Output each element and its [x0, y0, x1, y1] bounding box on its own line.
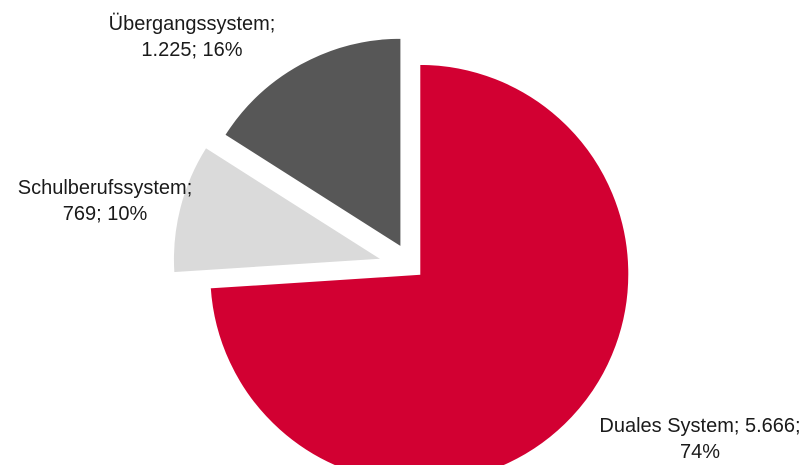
pie-slices	[171, 36, 631, 465]
slice-labels: Duales System; 5.666; 74% Schulberufssyste…	[18, 13, 801, 463]
data-label-line: Schulberufssystem;	[18, 177, 193, 199]
data-label-line: Übergangssystem;	[109, 13, 276, 35]
pie-slice-duales-system	[208, 62, 631, 465]
data-label-line: 1.225; 16%	[141, 39, 242, 61]
data-label-schulberufssystem: Schulberufssystem; 769; 10%	[18, 177, 193, 225]
data-label-line: 769; 10%	[63, 203, 148, 225]
data-label-duales-system: Duales System; 5.666; 74%	[599, 415, 800, 463]
data-label--bergangssystem: Übergangssystem; 1.225; 16%	[109, 13, 276, 61]
pie-slice-schulberufssystem	[171, 145, 387, 275]
data-label-line: Duales System; 5.666;	[599, 415, 800, 437]
data-label-line: 74%	[680, 441, 720, 463]
pie-slice--bergangssystem	[222, 36, 403, 250]
